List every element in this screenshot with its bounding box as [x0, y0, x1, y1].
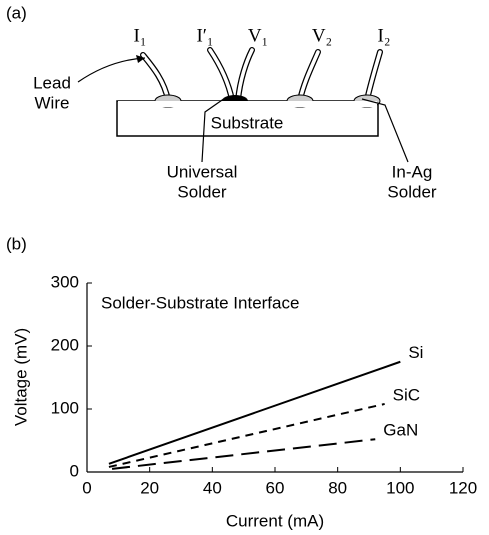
series-line: [108, 360, 401, 465]
in-ag-solder-label: In-Ag: [392, 162, 433, 181]
universal-solder-label: Solder: [177, 182, 226, 201]
substrate-top: [118, 101, 377, 107]
lead-label: V₁: [248, 25, 268, 46]
universal-solder-label: Universal: [167, 162, 238, 181]
lead-wire-label: Wire: [35, 93, 70, 112]
lead-label: V₂: [312, 25, 332, 46]
pointer: [361, 98, 409, 163]
y-tick-label: 200: [51, 335, 79, 354]
pointer: [201, 97, 226, 163]
in-ag-solder-label: Solder: [387, 182, 436, 201]
lead-wire-label: Lead: [33, 73, 71, 92]
series-label: GaN: [383, 421, 418, 440]
lead-label: I₁: [134, 25, 147, 46]
annotation: Solder-Substrate Interface: [101, 293, 299, 312]
lead-wires: [140, 47, 383, 103]
series-label: Si: [408, 343, 423, 362]
lead-label: I₂: [378, 25, 391, 46]
y-tick-label: 100: [51, 398, 79, 417]
x-axis-label: Current (mA): [226, 511, 324, 530]
pointer: [77, 57, 146, 83]
x-tick-label: 20: [140, 478, 159, 497]
series-line: [111, 438, 376, 470]
x-tick-label: 80: [328, 478, 347, 497]
series-line: [108, 402, 385, 468]
panel-label: (b): [6, 234, 27, 253]
substrate-label: Substrate: [211, 113, 284, 132]
x-tick-label: 120: [449, 478, 477, 497]
y-tick-label: 300: [51, 272, 79, 291]
y-tick-label: 0: [70, 461, 79, 480]
series-label: SiC: [393, 385, 420, 404]
panel-label: (a): [6, 3, 27, 22]
lead-label: I′₁: [196, 25, 213, 46]
arrowhead: [136, 55, 145, 63]
x-tick-label: 60: [266, 478, 285, 497]
x-tick-label: 0: [82, 478, 91, 497]
x-tick-label: 40: [203, 478, 222, 497]
x-tick-label: 100: [386, 478, 414, 497]
y-axis-label: Voltage (mV): [11, 328, 30, 426]
